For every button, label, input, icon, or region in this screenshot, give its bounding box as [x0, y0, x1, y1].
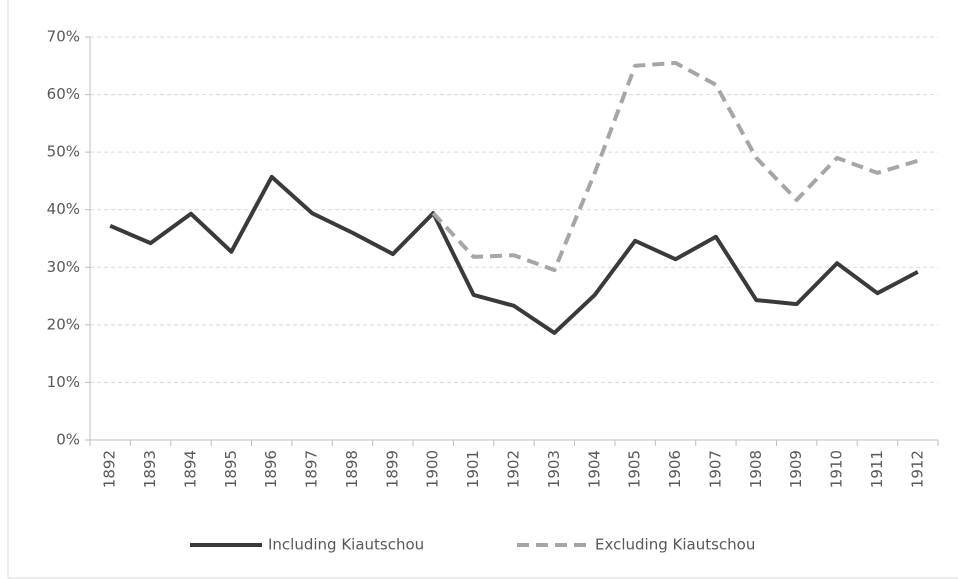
x-tick-label: 1904 [585, 450, 603, 488]
x-tick-label: 1911 [868, 450, 886, 488]
legend-label: Including Kiautschou [268, 536, 424, 554]
x-tick-label: 1912 [908, 450, 926, 488]
x-tick-label: 1903 [545, 450, 563, 488]
x-tick-label: 1910 [828, 450, 846, 488]
y-tick-label: 10% [47, 373, 80, 391]
y-tick-label: 0% [56, 431, 80, 449]
data-line [431, 60, 919, 273]
y-tick-label: 20% [47, 315, 80, 333]
x-tick-label: 1901 [464, 450, 482, 488]
x-tick-label: 1900 [424, 450, 442, 488]
x-tick-label: 1893 [141, 450, 159, 488]
x-tick-label: 1898 [343, 450, 361, 488]
y-tick-label: 50% [47, 143, 80, 161]
x-tick-label: 1906 [666, 450, 684, 488]
x-tick-label: 1895 [222, 450, 240, 488]
y-tick-label: 70% [47, 28, 80, 46]
x-tick-label: 1905 [626, 450, 644, 488]
x-tick-label: 1897 [303, 450, 321, 488]
x-tick-label: 1894 [181, 450, 199, 488]
x-tick-label: 1902 [505, 450, 523, 488]
x-tick-label: 1899 [383, 450, 401, 488]
y-tick-label: 40% [47, 200, 80, 218]
x-tick-label: 1909 [787, 450, 805, 488]
x-tick-label: 1896 [262, 450, 280, 488]
y-tick-label: 60% [47, 85, 80, 103]
x-tick-label: 1908 [747, 450, 765, 488]
data-line [109, 174, 919, 335]
x-tick-label: 1892 [101, 450, 119, 488]
x-tick-label: 1907 [706, 450, 724, 488]
y-tick-label: 30% [47, 258, 80, 276]
chart-frame [7, 0, 958, 579]
legend-label: Excluding Kiautschou [595, 536, 755, 554]
